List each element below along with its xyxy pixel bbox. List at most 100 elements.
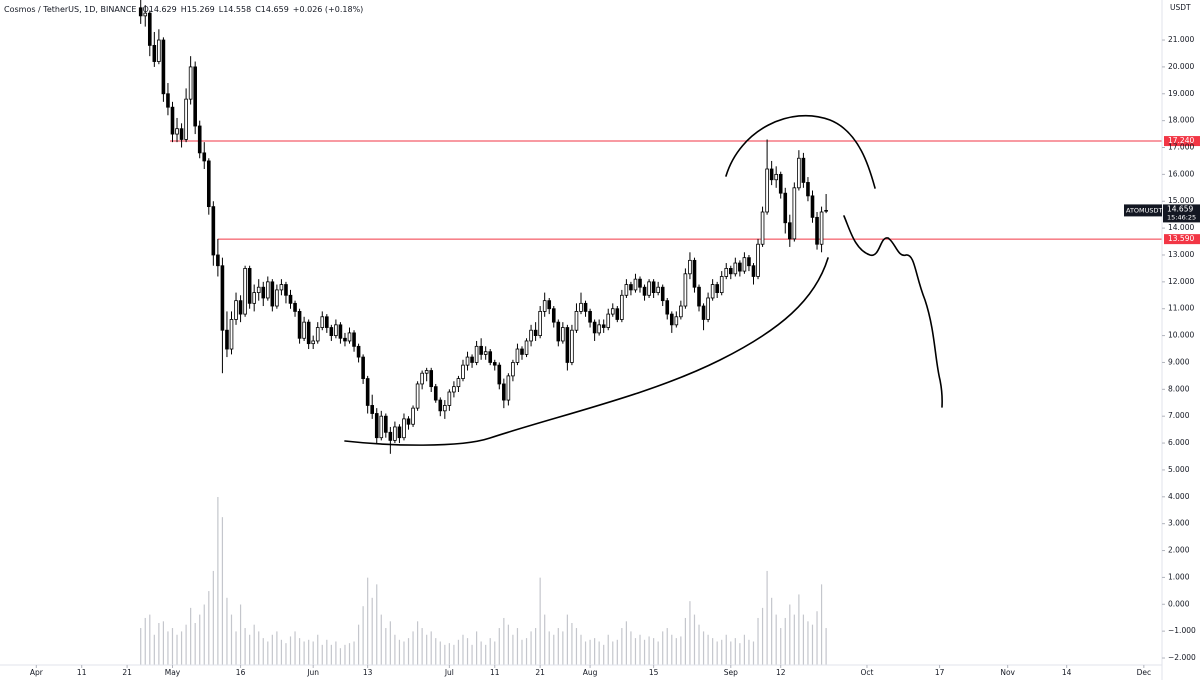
volume-bar <box>371 597 373 665</box>
candle-body <box>570 329 574 363</box>
volume-bar <box>789 604 791 665</box>
candle-body <box>697 286 701 307</box>
candle-body <box>338 324 343 339</box>
projection-drawing <box>843 215 943 408</box>
volume-bar <box>743 634 746 665</box>
x-tick-label: 11 <box>77 668 87 677</box>
candle-body <box>760 211 765 245</box>
candle-body <box>565 327 570 363</box>
x-tick-label: 21 <box>535 668 545 677</box>
candle-body <box>683 273 688 307</box>
candle-body <box>424 370 429 374</box>
volume-bar <box>702 631 705 665</box>
volume-bar <box>140 628 142 665</box>
legend-low: L14.558 <box>219 5 251 14</box>
candle-body <box>175 128 179 135</box>
volume-bar <box>357 624 360 665</box>
volume-bar <box>639 634 641 665</box>
volume-bar <box>775 614 777 665</box>
volume-bar <box>612 641 614 665</box>
y-tick-label: −1.000 <box>1168 626 1196 635</box>
candle-body <box>329 327 334 336</box>
volume-bar <box>298 638 301 665</box>
volume-bar <box>680 636 682 665</box>
volume-bar <box>158 623 160 665</box>
volume-bar <box>226 597 228 665</box>
volume-bar <box>230 614 233 665</box>
y-tick-label: 14.000 <box>1168 223 1194 232</box>
volume-bar <box>489 638 491 665</box>
x-tick-label: 15 <box>649 668 659 677</box>
candle-body <box>801 157 806 183</box>
candle-body <box>252 292 256 304</box>
volume-bar <box>634 638 637 665</box>
volume-bar <box>212 570 214 665</box>
volume-bar <box>548 631 550 665</box>
volume-bar <box>462 634 464 665</box>
x-tick-label: Dec <box>1137 668 1152 677</box>
volume-bar <box>516 628 519 665</box>
volume-bar <box>335 641 337 665</box>
volume-pane <box>140 497 827 665</box>
candle-body <box>751 265 756 277</box>
y-tick-label: 0.000 <box>1168 599 1190 608</box>
volume-bar <box>194 623 196 665</box>
candle-body <box>193 66 197 127</box>
candle-body <box>361 356 365 379</box>
volume-bar <box>258 631 260 665</box>
candle-body <box>420 372 424 385</box>
volume-bar <box>353 641 355 665</box>
candle-body <box>561 327 565 342</box>
volume-bar <box>239 604 242 665</box>
price-tag-box <box>1163 204 1200 223</box>
volume-bar <box>466 638 469 665</box>
volume-bar <box>430 631 432 665</box>
price-tag-price: 14.659 <box>1167 204 1193 213</box>
volume-bar <box>539 577 541 665</box>
volume-bar <box>725 634 727 665</box>
volume-bar <box>653 638 655 665</box>
volume-bar <box>244 628 246 665</box>
volume-bar <box>317 634 319 665</box>
candle-body <box>692 259 697 288</box>
candle-body <box>679 305 683 318</box>
volume-bar <box>571 623 573 665</box>
candle-body <box>388 431 393 441</box>
candle-body <box>334 324 338 336</box>
candle-body <box>783 192 788 224</box>
candle-body <box>288 294 293 304</box>
x-tick-label: 12 <box>776 668 786 677</box>
candle-body <box>506 375 511 401</box>
volume-bar <box>398 639 401 665</box>
volume-bar <box>503 617 505 665</box>
volume-bar <box>185 624 187 665</box>
volume-bar <box>394 634 396 665</box>
y-tick-label: 15.000 <box>1168 196 1194 205</box>
volume-bar <box>621 628 623 665</box>
y-tick-label: 4.000 <box>1168 492 1190 501</box>
volume-bar <box>734 638 736 665</box>
volume-bar <box>280 639 283 665</box>
candle-body <box>270 281 275 307</box>
candle-body <box>483 351 488 355</box>
y-tick-label: 9.000 <box>1168 357 1190 366</box>
volume-bar <box>553 634 555 665</box>
candle-body <box>597 324 601 334</box>
volume-bar <box>321 644 323 665</box>
y-tick-label: 19.000 <box>1168 89 1194 98</box>
x-tick-label: Sep <box>724 668 738 677</box>
candle-body <box>488 351 493 363</box>
candle-body <box>511 362 515 377</box>
volume-bar <box>199 614 201 665</box>
volume-bar <box>326 639 328 665</box>
candle-body <box>647 281 651 296</box>
candle-body <box>724 268 729 277</box>
legend-change: +0.026 (+0.18%) <box>293 5 364 14</box>
x-tick-label: Oct <box>860 668 873 677</box>
y-tick-label: 11.000 <box>1168 304 1194 313</box>
volume-bar <box>149 614 151 665</box>
candle-body <box>797 157 801 189</box>
legend-high: H15.269 <box>181 5 215 14</box>
volume-bar <box>498 628 500 665</box>
volume-bar <box>330 644 332 665</box>
